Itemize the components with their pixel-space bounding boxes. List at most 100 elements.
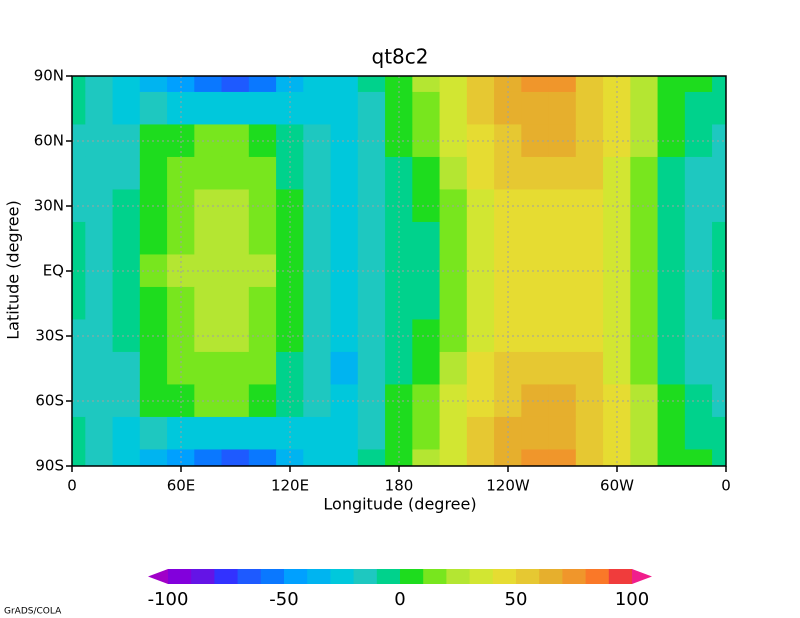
field-cell xyxy=(412,319,441,353)
colorbar-label: -100 xyxy=(148,589,189,610)
footer: GrADS/COLA xyxy=(4,607,62,617)
field-cell xyxy=(439,351,468,386)
field-cell xyxy=(248,156,277,191)
y-tick-label: 60S xyxy=(35,392,64,410)
y-axis-label: Latitude (degree) xyxy=(4,200,23,340)
field-cell xyxy=(466,286,495,321)
field-cell xyxy=(548,91,577,126)
field-cell xyxy=(330,351,359,386)
field-cell xyxy=(303,449,332,466)
field-cell xyxy=(466,351,495,386)
field-cell xyxy=(548,76,577,93)
field-cell xyxy=(575,286,604,321)
field-cell xyxy=(712,351,726,386)
field-cell xyxy=(466,254,495,288)
field-cell xyxy=(412,124,441,158)
field-cell xyxy=(657,254,686,288)
field-cell xyxy=(412,156,441,191)
field-cell xyxy=(221,76,250,93)
field-cell xyxy=(575,416,604,451)
colorbar-box xyxy=(237,569,262,584)
field-cell xyxy=(221,221,250,256)
colorbar-box xyxy=(585,569,610,584)
field-cell xyxy=(712,286,726,321)
field-cell xyxy=(139,351,168,386)
y-tick-label: EQ xyxy=(43,262,64,280)
field-cell xyxy=(657,76,686,93)
field-cell xyxy=(439,449,468,466)
field-cell xyxy=(248,286,277,321)
colorbar-box xyxy=(446,569,470,584)
field-cell xyxy=(72,221,86,256)
field-cell xyxy=(466,416,495,451)
field-cell xyxy=(221,124,250,158)
field-cell xyxy=(575,221,604,256)
colorbar-box xyxy=(168,569,192,584)
field-cell xyxy=(194,351,223,386)
field-cell xyxy=(412,91,441,126)
field-cell xyxy=(112,449,141,466)
field-cell xyxy=(439,91,468,126)
colorbar-box xyxy=(353,569,378,584)
field-cell xyxy=(712,319,726,353)
field-cell xyxy=(657,91,686,126)
colorbar-box xyxy=(423,569,447,584)
field-cell xyxy=(412,351,441,386)
field-cell xyxy=(139,221,168,256)
field-cell xyxy=(221,189,250,223)
field-cell xyxy=(548,286,577,321)
field-cell xyxy=(248,91,277,126)
field-cell xyxy=(221,384,250,418)
field-cell xyxy=(412,221,441,256)
field-cell xyxy=(439,156,468,191)
field-cell xyxy=(221,91,250,126)
field-cell xyxy=(139,91,168,126)
field-cell xyxy=(630,449,659,466)
field-cell xyxy=(548,351,577,386)
field-cell xyxy=(630,286,659,321)
field-cell xyxy=(248,221,277,256)
x-tick-label: 60E xyxy=(167,477,196,495)
field-cell xyxy=(330,449,359,466)
field-cell xyxy=(248,449,277,466)
field-cell xyxy=(466,189,495,223)
field-cell xyxy=(439,416,468,451)
field-cell xyxy=(630,76,659,93)
field-cell xyxy=(548,156,577,191)
field-cell xyxy=(657,189,686,223)
y-tick-label: 90S xyxy=(35,457,64,475)
field-cell xyxy=(194,91,223,126)
field-cell xyxy=(85,91,114,126)
field-cell xyxy=(521,416,550,451)
field-cell xyxy=(521,124,550,158)
field-cell xyxy=(657,351,686,386)
field-cell xyxy=(684,416,713,451)
field-cell xyxy=(521,319,550,353)
field-cell xyxy=(85,221,114,256)
field-cell xyxy=(712,156,726,191)
field-cell xyxy=(194,286,223,321)
chart-title: qt8c2 xyxy=(372,45,429,69)
field-cell xyxy=(712,449,726,466)
x-tick-label: 180 xyxy=(385,477,414,495)
field-cell xyxy=(575,449,604,466)
field-cell xyxy=(684,156,713,191)
field-cell xyxy=(112,384,141,418)
field-cell xyxy=(72,449,86,466)
y-tick-label: 30N xyxy=(34,197,64,215)
field-cell xyxy=(466,156,495,191)
field-cell xyxy=(630,91,659,126)
colorbar-box xyxy=(400,569,424,584)
field-cell xyxy=(112,416,141,451)
colorbar-box xyxy=(539,569,563,584)
field-cell xyxy=(575,124,604,158)
field-cell xyxy=(85,351,114,386)
colorbar-box xyxy=(492,569,517,584)
colorbar-label: 100 xyxy=(615,589,649,610)
field-cell xyxy=(521,254,550,288)
field-cell xyxy=(712,124,726,158)
field-cell xyxy=(412,286,441,321)
field-cell xyxy=(521,286,550,321)
colorbar-box xyxy=(214,569,238,584)
